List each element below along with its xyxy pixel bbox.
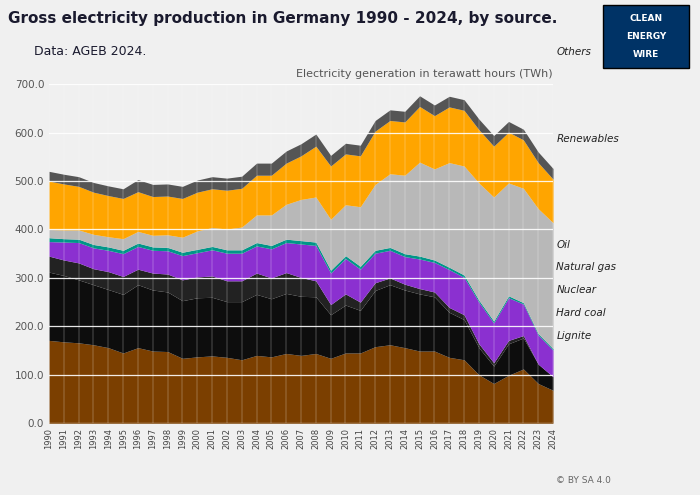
Text: Oil: Oil [556,240,570,250]
Text: Electricity generation in terawatt hours (TWh): Electricity generation in terawatt hours… [296,69,553,79]
Text: Natural gas: Natural gas [556,262,617,272]
Text: Hard coal: Hard coal [556,308,606,318]
Text: Others: Others [556,47,592,57]
Text: Lignite: Lignite [556,331,592,341]
Text: Renewables: Renewables [556,134,620,144]
Text: Gross electricity production in Germany 1990 - 2024, by source.: Gross electricity production in Germany … [8,11,558,26]
Text: Nuclear: Nuclear [556,285,596,295]
Text: CLEAN: CLEAN [629,14,663,23]
Text: © BY SA 4.0: © BY SA 4.0 [556,476,611,485]
FancyBboxPatch shape [603,5,689,68]
Text: WIRE: WIRE [633,50,659,59]
Text: ENERGY: ENERGY [626,32,666,41]
Text: Data: AGEB 2024.: Data: AGEB 2024. [34,45,146,57]
